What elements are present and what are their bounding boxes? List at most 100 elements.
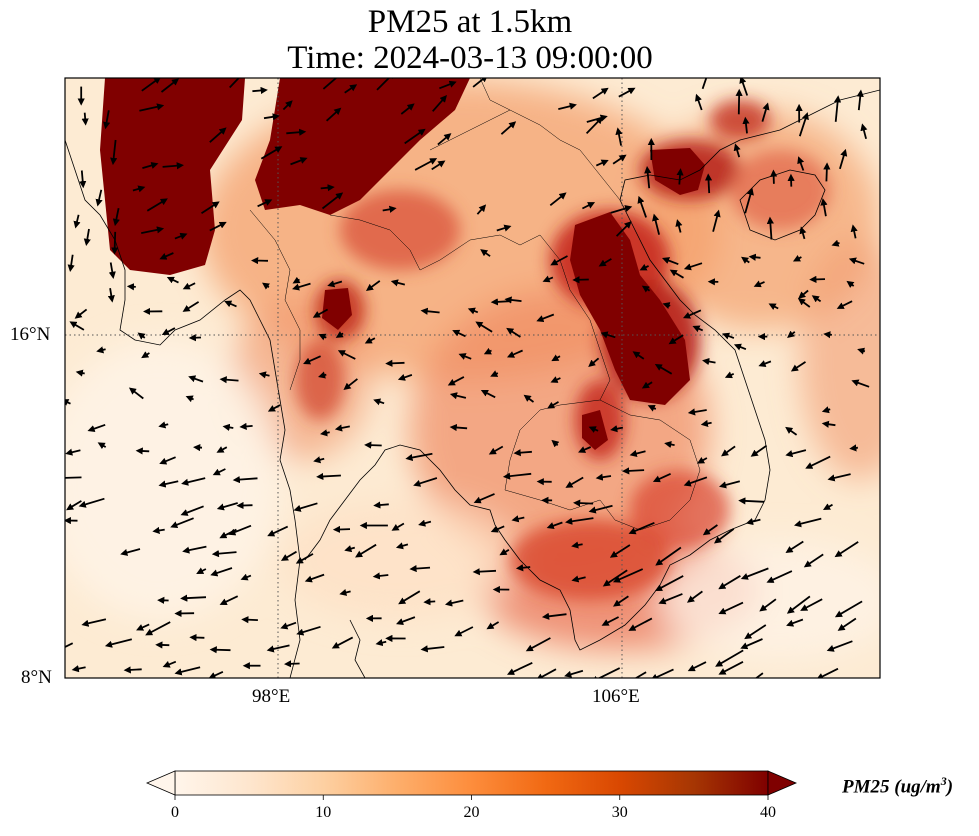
wind-arrow <box>848 257 865 265</box>
wind-arrow <box>654 363 673 375</box>
wind-arrow <box>831 239 840 247</box>
wind-arrow <box>258 371 270 379</box>
wind-arrow <box>395 542 409 550</box>
wind-arrow <box>141 78 162 92</box>
wind-arrow <box>413 477 438 487</box>
map-title: PM25 at 1.5km <box>367 4 573 40</box>
wind-arrow <box>316 472 341 481</box>
wind-arrow <box>600 331 616 339</box>
wind-arrow <box>239 422 253 431</box>
wind-arrow <box>334 424 350 432</box>
wind-arrow <box>292 276 301 284</box>
wind-arrow <box>718 575 741 590</box>
wind-arrow <box>741 256 750 264</box>
wind-arrow <box>759 598 777 612</box>
colorbar-tick-label: 20 <box>463 804 480 821</box>
wind-arrow <box>654 575 684 592</box>
wind-arrow <box>615 127 623 146</box>
wind-arrow <box>744 187 754 214</box>
wind-arrow <box>696 456 708 464</box>
wind-arrow <box>550 376 561 383</box>
wind-arrow <box>322 78 344 90</box>
wind-arrow <box>683 262 703 271</box>
wind-arrow <box>480 389 496 399</box>
wind-arrow <box>420 645 445 653</box>
wind-arrow <box>252 86 268 95</box>
wind-arrow <box>128 387 144 400</box>
wind-arrow <box>837 617 857 631</box>
wind-arrow <box>687 408 707 416</box>
wind-arrow <box>304 573 325 583</box>
wind-arrow <box>719 480 741 489</box>
wind-arrow <box>313 456 325 464</box>
wind-arrow <box>800 598 823 611</box>
wind-arrow <box>715 649 744 667</box>
wind-arrow <box>282 100 293 111</box>
wind-arrow <box>320 429 330 437</box>
wind-arrow <box>641 285 651 293</box>
wind-arrow <box>158 480 179 488</box>
wind-arrow <box>266 644 290 653</box>
wind-arrow <box>718 601 744 615</box>
wind-arrow <box>373 501 389 509</box>
wind-arrow <box>490 298 510 306</box>
wind-arrow <box>211 550 237 558</box>
wind-arrow <box>373 398 385 406</box>
wind-arrow <box>799 226 807 240</box>
wind-arrow <box>588 426 599 433</box>
wind-arrow <box>834 600 863 618</box>
wind-arrow <box>146 198 168 212</box>
wind-arrow <box>850 224 858 239</box>
wind-arrow <box>641 381 653 389</box>
colorbar-tick-label: 0 <box>171 804 179 821</box>
wind-arrow <box>592 87 609 100</box>
wind-arrow <box>95 189 103 207</box>
wind-arrow <box>613 595 629 607</box>
wind-arrow <box>65 448 81 456</box>
wind-arrow <box>120 548 141 556</box>
lon-label-106: 106°E <box>592 686 640 707</box>
wind-arrow <box>303 355 321 365</box>
wind-arrow <box>364 337 376 344</box>
wind-arrow <box>364 441 382 449</box>
wind-arrow <box>141 226 165 234</box>
wind-arrow <box>676 168 684 185</box>
colorbar-extend-min <box>145 770 176 796</box>
wind-arrow <box>69 321 85 331</box>
wind-arrow <box>612 154 627 165</box>
wind-arrow <box>836 300 853 309</box>
wind-arrow <box>733 343 747 351</box>
wind-arrow <box>658 593 683 605</box>
wind-arrow <box>805 455 831 469</box>
wind-arrow <box>581 202 596 210</box>
wind-arrow <box>318 333 327 341</box>
wind-arrow <box>502 472 532 480</box>
wind-arrow <box>558 102 577 110</box>
wind-arrow <box>372 572 389 580</box>
wind-arrow <box>296 625 321 636</box>
wind-arrow <box>395 616 416 625</box>
wind-arrow <box>391 522 405 531</box>
wind-arrow <box>224 300 237 308</box>
wind-arrow <box>398 590 421 605</box>
wind-arrow <box>647 405 657 412</box>
wind-arrow <box>212 468 226 476</box>
wind-arrow <box>827 473 851 482</box>
wind-arrow <box>280 550 297 561</box>
wind-arrow <box>73 214 81 229</box>
wind-arrow <box>823 162 831 182</box>
wind-arrow <box>792 255 802 262</box>
wind-arrow <box>132 185 146 193</box>
wind-arrow <box>816 667 839 678</box>
wind-arrow <box>467 307 479 315</box>
wind-arrow <box>702 357 716 366</box>
wind-arrow <box>535 668 557 678</box>
wind-arrow <box>229 78 240 89</box>
wind-arrow <box>79 170 87 189</box>
wind-arrow <box>67 254 75 273</box>
wind-arrow <box>208 670 224 678</box>
wind-arrow <box>123 666 142 674</box>
wind-arrow <box>722 332 735 340</box>
wind-arrow <box>188 375 204 383</box>
